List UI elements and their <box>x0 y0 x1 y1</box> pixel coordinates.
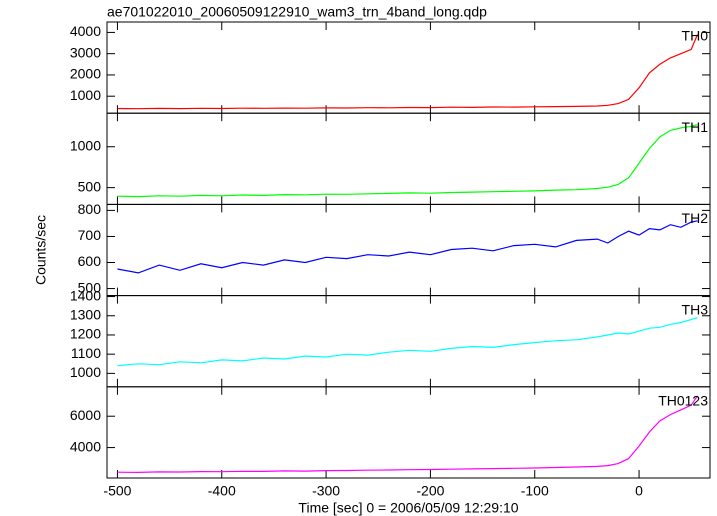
y-tick-label: 1000 <box>70 87 101 103</box>
y-tick-label: 4000 <box>70 23 101 39</box>
y-tick-label: 4000 <box>70 438 101 454</box>
series-line <box>117 395 698 474</box>
y-tick-label: 1100 <box>71 345 101 361</box>
series-name: TH0 <box>682 28 709 44</box>
panel-frame <box>106 21 711 114</box>
x-tick-label: -100 <box>521 483 549 499</box>
panel-frame <box>106 295 711 388</box>
y-tick-label: 6000 <box>70 407 101 423</box>
series-name: TH3 <box>682 301 709 317</box>
series-line <box>117 124 698 198</box>
x-tick-label: -200 <box>416 483 444 499</box>
y-tick-label: 500 <box>78 178 102 194</box>
y-tick-label: 700 <box>78 227 102 243</box>
y-tick-label: 1400 <box>70 287 101 303</box>
y-tick-label: 1200 <box>70 326 101 342</box>
x-tick-label: -500 <box>103 483 131 499</box>
y-tick-label: 500 <box>78 279 102 295</box>
panel-frame <box>106 386 711 479</box>
x-tick-label: -400 <box>208 483 236 499</box>
x-tick-label: -300 <box>312 483 340 499</box>
series-line <box>117 220 698 274</box>
series-name: TH2 <box>682 210 709 226</box>
series-name: TH0123 <box>658 393 708 409</box>
y-tick-label: 1000 <box>70 137 101 153</box>
series-name: TH1 <box>682 119 709 135</box>
panel-frame <box>106 112 711 205</box>
y-tick-label: 1000 <box>70 364 101 380</box>
y-tick-label: 600 <box>78 253 102 269</box>
y-tick-label: 1300 <box>70 306 101 322</box>
series-line <box>117 34 699 110</box>
x-axis-label: Time [sec] 0 = 2006/05/09 12:29:10 <box>298 500 518 516</box>
y-axis-label: Counts/sec <box>33 215 49 285</box>
y-tick-label: 800 <box>78 201 102 217</box>
series-line <box>117 317 698 367</box>
y-tick-label: 2000 <box>70 66 101 82</box>
chart-title: ae701022010_20060509122910_wam3_trn_4ban… <box>107 4 487 20</box>
x-tick-label: 0 <box>635 483 643 499</box>
y-tick-label: 3000 <box>70 44 101 60</box>
panel-frame <box>106 203 711 297</box>
